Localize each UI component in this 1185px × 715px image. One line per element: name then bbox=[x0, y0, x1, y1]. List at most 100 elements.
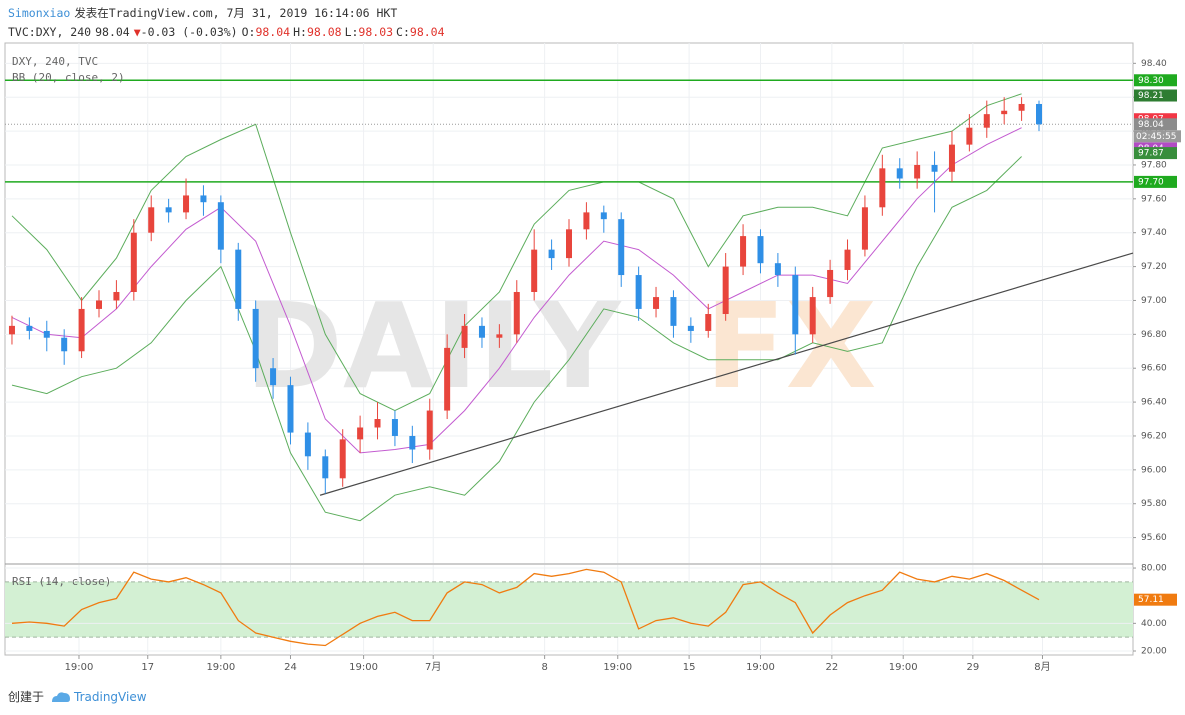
candle-body bbox=[287, 385, 294, 433]
candle-body bbox=[931, 164, 938, 172]
x-tick-label: 8 bbox=[541, 662, 547, 673]
y-tick-label: 95.60 bbox=[1141, 533, 1167, 543]
x-tick-label: 19:00 bbox=[889, 662, 918, 673]
candle-body bbox=[774, 263, 781, 276]
price-label-box bbox=[1134, 118, 1177, 131]
candle-body bbox=[391, 419, 398, 436]
price-label: 97.70 bbox=[1138, 177, 1164, 187]
change: -0.03 (-0.03%) bbox=[140, 25, 238, 39]
candle-body bbox=[61, 337, 68, 352]
candle-body bbox=[130, 232, 137, 292]
header: Simonxiao 发表在TradingView.com, 7月 31, 2019… bbox=[8, 4, 452, 42]
x-tick-label: 19:00 bbox=[746, 662, 775, 673]
candle-body bbox=[444, 347, 451, 411]
candle-body bbox=[461, 325, 468, 348]
candle-body bbox=[148, 207, 155, 233]
candle-body bbox=[600, 212, 607, 220]
candle-body bbox=[374, 419, 381, 428]
candle-body bbox=[357, 427, 364, 440]
candle-body bbox=[1036, 103, 1042, 125]
author[interactable]: Simonxiao bbox=[8, 6, 71, 20]
y-tick-label: 97.40 bbox=[1141, 228, 1167, 238]
candle-body bbox=[583, 212, 590, 230]
ohlc-key: O: bbox=[241, 25, 256, 39]
created-label: 创建于 bbox=[8, 690, 45, 704]
candle-body bbox=[252, 308, 259, 369]
candle-body bbox=[809, 297, 816, 335]
candle-body bbox=[896, 168, 903, 179]
x-tick-label: 15 bbox=[683, 662, 696, 673]
y-tick-label: 20.00 bbox=[1141, 646, 1167, 656]
candle-body bbox=[983, 114, 990, 128]
y-tick-label: 80.00 bbox=[1141, 564, 1167, 574]
change-arrow: ▼ bbox=[133, 25, 141, 39]
published: 发表在TradingView.com, 7月 31, 2019 16:14:06… bbox=[74, 6, 398, 20]
logo bbox=[52, 691, 71, 702]
candle-body bbox=[270, 368, 277, 386]
legend-entry: BB (20, close, 2) bbox=[12, 71, 125, 84]
symbol: TVC:DXY, 240 bbox=[8, 25, 92, 39]
ohlc: O:98.04 H:98.08 L:98.03 C:98.04 bbox=[242, 25, 448, 39]
price-label: 98.21 bbox=[1138, 91, 1164, 101]
price-label: 97.87 bbox=[1138, 149, 1164, 159]
candle-body bbox=[217, 202, 224, 250]
y-tick-label: 40.00 bbox=[1141, 619, 1167, 629]
ohlc-value: 98.03 bbox=[358, 25, 394, 39]
ohlc-value: 98.08 bbox=[306, 25, 342, 39]
countdown-box bbox=[1134, 130, 1181, 143]
x-tick-label: 29 bbox=[966, 662, 979, 673]
price-label: 98.30 bbox=[1138, 76, 1164, 86]
header-line: Simonxiao 发表在TradingView.com, 7月 31, 2019… bbox=[8, 4, 452, 23]
watermark-daily: DAILY bbox=[245, 277, 622, 415]
price-label-box bbox=[1134, 147, 1177, 160]
y-tick-label: 97.80 bbox=[1141, 160, 1167, 170]
candle-body bbox=[914, 164, 921, 179]
y-tick-label: 97.20 bbox=[1141, 262, 1167, 272]
y-tick-label: 96.60 bbox=[1141, 364, 1167, 374]
legend-entry: DXY, 240, TVC bbox=[12, 55, 98, 68]
candle-body bbox=[113, 291, 120, 301]
candle-body bbox=[8, 325, 15, 335]
x-tick-label: 19:00 bbox=[206, 662, 235, 673]
ohlc-value: 98.04 bbox=[255, 25, 291, 39]
y-tick-label: 97.60 bbox=[1141, 194, 1167, 204]
candle-body bbox=[827, 269, 834, 298]
candle-body bbox=[478, 325, 485, 338]
candle-body bbox=[409, 435, 416, 450]
rsi-line bbox=[11, 568, 1040, 647]
price-label: 98.04 bbox=[1138, 120, 1164, 130]
bollinger-upper bbox=[11, 93, 1022, 412]
x-tick-label: 17 bbox=[141, 662, 154, 673]
ohlc-key: H: bbox=[293, 25, 307, 39]
x-tick-label: 24 bbox=[284, 662, 297, 673]
value-label-box bbox=[1134, 593, 1177, 606]
trend-line bbox=[319, 252, 1134, 496]
x-tick-label: 22 bbox=[825, 662, 838, 673]
candle-body bbox=[1018, 103, 1025, 111]
header-line: TVC:DXY, 240 98.04 ▼-0.03 (-0.03%) O:98.04 H… bbox=[8, 23, 452, 42]
brand[interactable]: TradingView bbox=[74, 689, 147, 704]
y-tick-label: 96.00 bbox=[1141, 465, 1167, 475]
candle-body bbox=[339, 439, 346, 479]
candle-body bbox=[78, 308, 85, 352]
candle-body bbox=[496, 334, 503, 338]
last-price: 98.04 bbox=[95, 25, 130, 39]
y-tick-label: 96.80 bbox=[1141, 330, 1167, 340]
candle-body bbox=[861, 207, 868, 250]
candle-body bbox=[705, 314, 712, 331]
candle-body bbox=[618, 219, 625, 276]
bollinger-lower bbox=[11, 156, 1022, 522]
candle-body bbox=[653, 297, 660, 309]
footer: 创建于 TradingView bbox=[8, 688, 147, 705]
y-tick-label: 95.80 bbox=[1141, 499, 1167, 509]
y-tick-label: 97.00 bbox=[1141, 296, 1167, 306]
ohlc-key: C: bbox=[396, 25, 410, 39]
candle-body bbox=[322, 456, 329, 479]
candle-body bbox=[43, 330, 50, 338]
x-tick-label: 8月 bbox=[1034, 661, 1050, 673]
candle-body bbox=[566, 229, 572, 259]
candle-body bbox=[183, 195, 190, 213]
candle-body bbox=[426, 410, 433, 450]
